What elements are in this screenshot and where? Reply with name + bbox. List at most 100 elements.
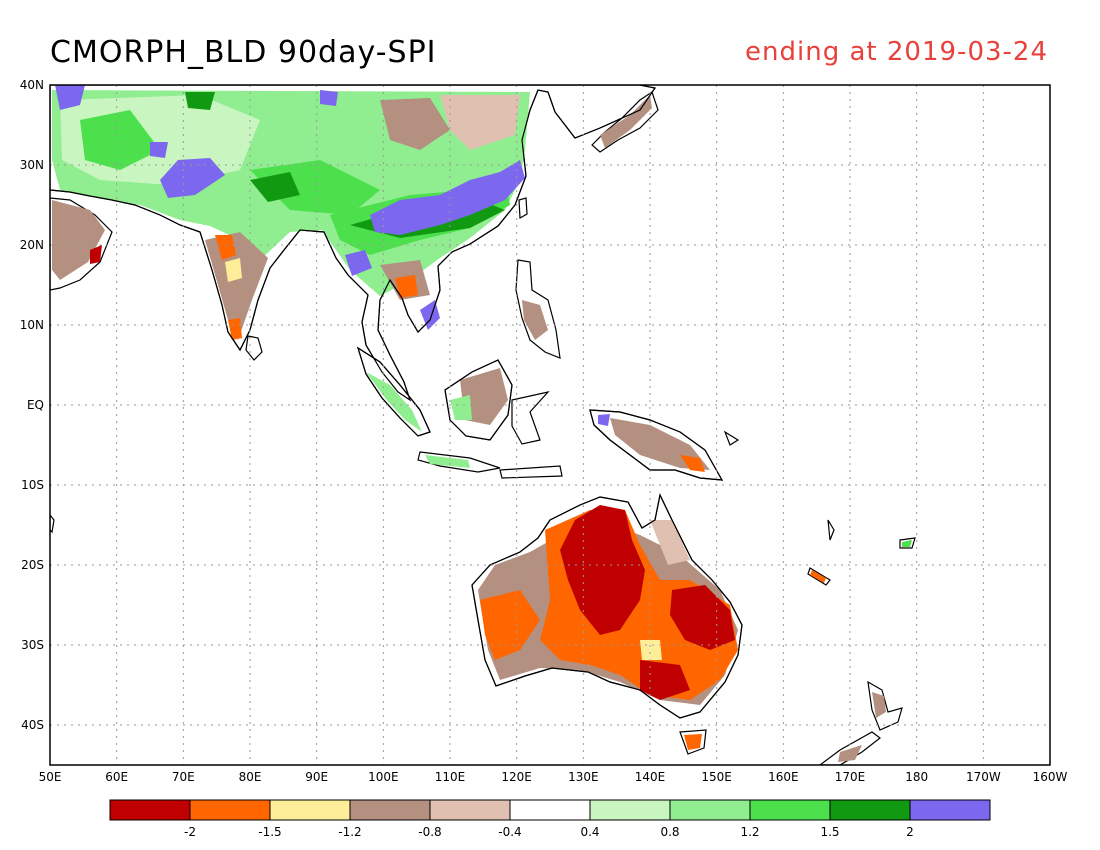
colorbar-swatch	[269, 799, 351, 821]
spi-dry-mild-japan	[600, 95, 652, 148]
spi-wet-extreme-newguinea	[598, 414, 610, 426]
longitude-tick-labels: 50E 60E 70E 80E 90E 100E 110E 120E 130E 140E 150E 1…	[39, 770, 1068, 784]
coastline-overlay	[50, 85, 743, 719]
colorbar-swatch	[909, 799, 991, 821]
spi-dry-moderate-australia	[640, 640, 662, 660]
longitude-tick-label: 80E	[239, 770, 262, 784]
colorbar-label: 0.8	[660, 825, 679, 839]
spi-dry-extreme-arabia	[90, 245, 102, 264]
spi-wet-extreme-1	[160, 158, 225, 198]
spi-dry-moderate-india	[225, 258, 242, 282]
spi-wet-moderate-fiji	[902, 540, 912, 547]
map-title: CMORPH_BLD 90day-SPI	[50, 35, 437, 70]
colorbar-label: -0.4	[498, 825, 521, 839]
longitude-tick-label: 180	[905, 770, 928, 784]
spi-wet-severe-3	[185, 92, 215, 110]
madagascar-edge	[50, 514, 55, 534]
spi-dry-mild-india	[205, 232, 268, 340]
spi-colorbar	[109, 799, 991, 821]
longitude-tick-label: 120E	[501, 770, 532, 784]
colorbar-swatch	[109, 799, 191, 821]
colorbar-swatch	[669, 799, 751, 821]
spi-dry-mild-nz-south	[838, 745, 862, 762]
spi-wet-moderate-1	[80, 110, 160, 170]
longitude-tick-label: 100E	[368, 770, 399, 784]
latitude-tick-label: 20N	[20, 238, 44, 252]
colorbar-label: -0.8	[418, 825, 441, 839]
vanuatu	[827, 519, 835, 541]
latitude-tick-label: 10S	[21, 478, 44, 492]
latitude-tick-labels: 40N 30N 20N 10N EQ 10S 20S 30S 40S	[20, 78, 44, 732]
colorbar-swatch	[509, 799, 591, 821]
colorbar-label: 0.4	[580, 825, 599, 839]
spi-dry-mild-nz	[872, 692, 886, 718]
lesser-sunda	[499, 465, 563, 479]
colorbar-swatch	[429, 799, 511, 821]
map-subtitle: ending at 2019-03-24	[745, 37, 1048, 67]
longitude-tick-label: 170E	[835, 770, 866, 784]
longitude-tick-label: 50E	[39, 770, 62, 784]
spi-dry-mild-asia-1	[380, 98, 450, 150]
colorbar-swatch	[589, 799, 671, 821]
spi-wet-mild-sumatra	[366, 372, 422, 432]
longitude-tick-label: 170W	[966, 770, 1001, 784]
spi-wet-severe-1	[250, 172, 300, 202]
spi-wet-extreme-4	[420, 300, 440, 330]
map-area	[50, 85, 1050, 765]
longitude-tick-label: 150E	[701, 770, 732, 784]
longitude-tick-label: 130E	[568, 770, 599, 784]
longitude-tick-label: 160E	[768, 770, 799, 784]
colorbar-label: -1.2	[338, 825, 361, 839]
spi-dry-severe-australia-2	[480, 590, 540, 660]
spi-dry-severe-asia-1	[395, 275, 418, 298]
colorbar-labels: -2 -1.5 -1.2 -0.8 -0.4 0.4 0.8 1.2 1.5 2	[184, 825, 914, 839]
spi-dry-extreme-australia-3	[640, 660, 690, 700]
latitude-tick-label: 30S	[21, 638, 44, 652]
spi-dry-severe-newcaledonia	[810, 570, 826, 583]
colorbar-swatch	[189, 799, 271, 821]
spi-wet-extreme-5	[55, 85, 85, 110]
map-frame	[49, 84, 1051, 766]
lat-lon-grid	[50, 85, 1050, 765]
colorbar-swatch	[749, 799, 831, 821]
colorbar-swatch	[829, 799, 911, 821]
spi-dry-mild-philippines	[522, 300, 548, 340]
taiwan	[518, 197, 528, 220]
latitude-tick-label: 10N	[20, 318, 44, 332]
longitude-tick-label: 110E	[435, 770, 466, 784]
colorbar-label: 2	[906, 825, 914, 839]
colorbar-label: -2	[184, 825, 196, 839]
longitude-tick-label: 60E	[105, 770, 128, 784]
spi-dry-mild-borneo	[460, 368, 508, 425]
latitude-tick-label: EQ	[27, 398, 44, 412]
latitude-tick-label: 40N	[20, 78, 44, 92]
latitude-tick-label: 20S	[21, 558, 44, 572]
latitude-tick-label: 30N	[20, 158, 44, 172]
spi-wet-mild-borneo	[450, 395, 472, 420]
colorbar-label: 1.2	[740, 825, 759, 839]
spi-dry-extreme-australia-1	[560, 505, 645, 635]
spi-dry-severe-india-1	[215, 235, 236, 260]
colorbar-label: -1.5	[258, 825, 281, 839]
spi-dry-severe-tasmania	[684, 734, 702, 750]
spi-dry-slight-asia-1	[440, 95, 520, 150]
latitude-tick-label: 40S	[21, 718, 44, 732]
colorbar-label: 1.5	[820, 825, 839, 839]
sri-lanka	[245, 335, 263, 361]
spi-shading	[52, 85, 912, 762]
new-zealand-south	[819, 731, 881, 765]
spi-wet-extreme-6	[150, 142, 168, 158]
spi-wet-extreme-2	[370, 160, 525, 235]
colorbar-swatch	[349, 799, 431, 821]
spi-dry-mild-arabia	[52, 200, 105, 280]
spi-dry-slight-australia	[650, 520, 690, 565]
longitude-tick-label: 90E	[305, 770, 328, 784]
spi-wet-extreme-3	[345, 250, 372, 276]
longitude-tick-label: 140E	[635, 770, 666, 784]
solomon-islands	[723, 430, 740, 446]
longitude-tick-label: 160W	[1033, 770, 1068, 784]
longitude-tick-label: 70E	[172, 770, 195, 784]
spi-wet-extreme-7	[320, 90, 338, 106]
spi-dry-severe-india-2	[228, 318, 242, 340]
